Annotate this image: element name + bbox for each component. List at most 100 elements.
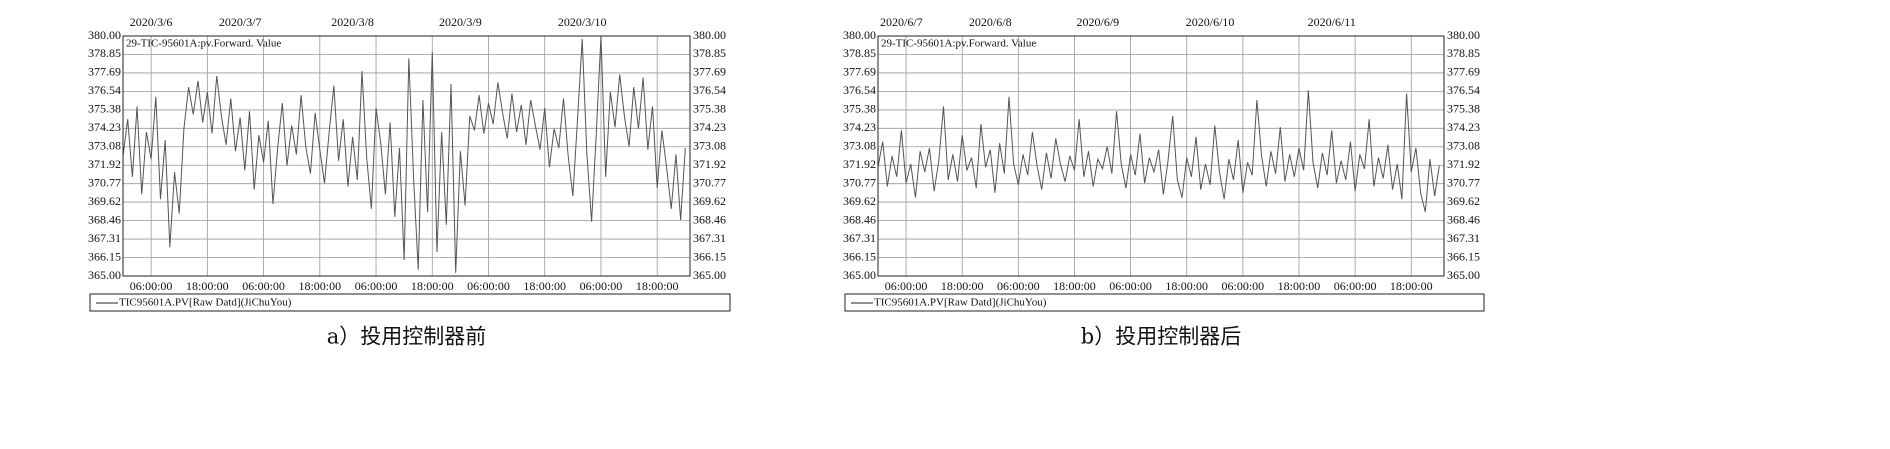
legend-entry: TIC95601A.PV[Raw Datd](JiChuYou) xyxy=(874,297,1047,309)
y-tick-label: 367.31 xyxy=(88,231,121,245)
y2-tick-label: 375.38 xyxy=(1447,102,1480,116)
y2-tick-label: 375.38 xyxy=(693,102,726,116)
y-tick-label: 371.92 xyxy=(88,157,121,171)
x-tick-label: 18:00:00 xyxy=(1278,279,1321,293)
y-tick-label: 366.15 xyxy=(88,249,121,263)
x-tick-label: 18:00:00 xyxy=(186,279,229,293)
y-tick-label: 373.08 xyxy=(843,138,876,152)
legend-box xyxy=(844,293,1485,312)
x-tick-label: 18:00:00 xyxy=(298,279,341,293)
y-tick-label: 374.23 xyxy=(88,120,121,134)
y2-tick-label: 367.31 xyxy=(693,231,726,245)
annotation: 29-TIC-95601A:pv.Forward. Value xyxy=(881,38,1036,50)
y2-tick-label: 376.54 xyxy=(1447,83,1480,97)
y-tick-label: 366.15 xyxy=(843,249,876,263)
y2-tick-label: 374.23 xyxy=(1447,120,1480,134)
x-tick-label: 18:00:00 xyxy=(941,279,984,293)
x-tick-label: 18:00:00 xyxy=(1165,279,1208,293)
y2-tick-label: 371.92 xyxy=(1447,157,1480,171)
y2-tick-label: 373.08 xyxy=(693,138,726,152)
data-line xyxy=(877,90,1440,213)
y2-tick-label: 376.54 xyxy=(693,83,726,97)
y2-tick-label: 368.46 xyxy=(693,212,726,226)
y-tick-label: 380.00 xyxy=(843,28,876,42)
y2-tick-label: 366.15 xyxy=(693,249,726,263)
caption: b）投用控制器后 xyxy=(1081,325,1241,349)
x-tick-label: 06:00:00 xyxy=(580,279,623,293)
x-tick-label: 06:00:00 xyxy=(1222,279,1265,293)
legend-box xyxy=(89,293,731,312)
y2-tick-label: 380.00 xyxy=(693,28,726,42)
y-tick-label: 377.69 xyxy=(843,65,876,79)
y-tick-label: 365.00 xyxy=(843,268,876,282)
plot-border xyxy=(877,35,1445,277)
y-tick-label: 376.54 xyxy=(843,83,876,97)
y2-tick-label: 374.23 xyxy=(693,120,726,134)
data-line xyxy=(122,35,686,273)
y2-tick-label: 369.62 xyxy=(693,194,726,208)
y-tick-label: 378.85 xyxy=(88,46,121,60)
date-label: 2020/6/10 xyxy=(1186,15,1235,29)
date-label: 2020/6/11 xyxy=(1308,15,1356,29)
y-tick-label: 367.31 xyxy=(843,231,876,245)
x-tick-label: 06:00:00 xyxy=(467,279,510,293)
y2-tick-label: 378.85 xyxy=(693,46,726,60)
x-tick-label: 18:00:00 xyxy=(411,279,454,293)
x-tick-label: 06:00:00 xyxy=(885,279,928,293)
y2-tick-label: 365.00 xyxy=(693,268,726,282)
y2-tick-label: 367.31 xyxy=(1447,231,1480,245)
date-label: 2020/6/8 xyxy=(969,15,1012,29)
x-tick-label: 06:00:00 xyxy=(130,279,173,293)
date-label: 2020/6/7 xyxy=(880,15,923,29)
y-tick-label: 370.77 xyxy=(88,175,121,189)
date-label: 2020/3/10 xyxy=(558,15,607,29)
y-tick-label: 371.92 xyxy=(843,157,876,171)
y2-tick-label: 365.00 xyxy=(1447,268,1480,282)
y2-tick-label: 371.92 xyxy=(693,157,726,171)
y-tick-label: 376.54 xyxy=(88,83,121,97)
y2-tick-label: 373.08 xyxy=(1447,138,1480,152)
x-tick-label: 18:00:00 xyxy=(1053,279,1096,293)
y-tick-label: 380.00 xyxy=(88,28,121,42)
date-label: 2020/6/9 xyxy=(1077,15,1120,29)
date-label: 2020/3/8 xyxy=(331,15,374,29)
y2-tick-label: 369.62 xyxy=(1447,194,1480,208)
y2-tick-label: 380.00 xyxy=(1447,28,1480,42)
annotation: 29-TIC-95601A:pv.Forward. Value xyxy=(126,38,281,50)
y2-tick-label: 377.69 xyxy=(693,65,726,79)
y2-tick-label: 377.69 xyxy=(1447,65,1480,79)
legend-entry: TIC95601A.PV[Raw Datd](JiChuYou) xyxy=(119,297,292,309)
y2-tick-label: 366.15 xyxy=(1447,249,1480,263)
x-tick-label: 06:00:00 xyxy=(1334,279,1377,293)
x-tick-label: 06:00:00 xyxy=(997,279,1040,293)
y-tick-label: 373.08 xyxy=(88,138,121,152)
y2-tick-label: 368.46 xyxy=(1447,212,1480,226)
y-tick-label: 377.69 xyxy=(88,65,121,79)
y-tick-label: 378.85 xyxy=(843,46,876,60)
plot-border xyxy=(122,35,691,277)
y2-tick-label: 370.77 xyxy=(1447,175,1480,189)
caption: a）投用控制器前 xyxy=(327,325,487,349)
y2-tick-label: 378.85 xyxy=(1447,46,1480,60)
x-tick-label: 18:00:00 xyxy=(636,279,679,293)
y2-tick-label: 370.77 xyxy=(693,175,726,189)
plot-area xyxy=(878,36,1444,276)
x-tick-label: 06:00:00 xyxy=(1109,279,1152,293)
x-tick-label: 18:00:00 xyxy=(523,279,566,293)
y-tick-label: 374.23 xyxy=(843,120,876,134)
y-tick-label: 368.46 xyxy=(88,212,121,226)
x-tick-label: 06:00:00 xyxy=(242,279,285,293)
y-tick-label: 369.62 xyxy=(88,194,121,208)
y-tick-label: 365.00 xyxy=(88,268,121,282)
y-tick-label: 369.62 xyxy=(843,194,876,208)
date-label: 2020/3/7 xyxy=(219,15,262,29)
date-label: 2020/3/6 xyxy=(130,15,173,29)
x-tick-label: 06:00:00 xyxy=(355,279,398,293)
date-label: 2020/3/9 xyxy=(439,15,482,29)
y-tick-label: 370.77 xyxy=(843,175,876,189)
y-tick-label: 368.46 xyxy=(843,212,876,226)
y-tick-label: 375.38 xyxy=(843,102,876,116)
y-tick-label: 375.38 xyxy=(88,102,121,116)
x-tick-label: 18:00:00 xyxy=(1390,279,1433,293)
